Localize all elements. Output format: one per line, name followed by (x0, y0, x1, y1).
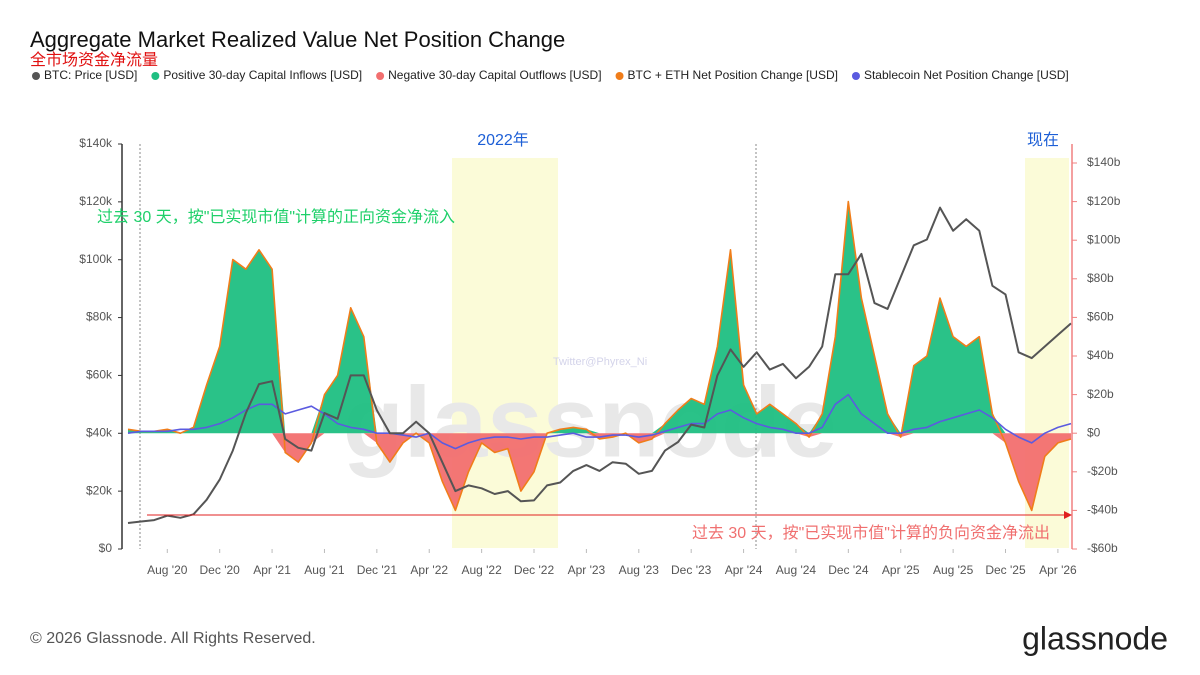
x-tick-label: Aug '25 (933, 563, 974, 577)
y2-tick-label: $80b (1087, 271, 1114, 285)
x-tick-label: Aug '23 (619, 563, 660, 577)
plot (127, 200, 1072, 524)
x-tick-label: Aug '21 (304, 563, 345, 577)
x-tick-label: Apr '22 (410, 563, 448, 577)
y2-tick-label: $120b (1087, 194, 1121, 208)
annotation: 过去 30 天，按"已实现市值"计算的负向资金净流出 (692, 523, 1050, 542)
line (127, 393, 1072, 450)
x-tick-label: Aug '22 (461, 563, 502, 577)
y-tick-label: $0 (99, 541, 113, 555)
logo: glassnode (1022, 620, 1168, 656)
x-tick-label: Dec '23 (671, 563, 712, 577)
legend-dot (151, 72, 160, 80)
legend-label: Stablecoin Net Position Change [USD] (864, 68, 1069, 82)
line (127, 200, 1072, 512)
y-tick-label: $40k (86, 425, 113, 439)
legend-dot (851, 72, 860, 80)
legend-label: Negative 30-day Capital Outflows [USD] (388, 68, 601, 82)
y2-tick-label: $140b (1087, 155, 1121, 169)
annotation: 过去 30 天，按"已实现市值"计算的正向资金净流入 (97, 207, 455, 226)
legend-label: BTC + ETH Net Position Change [USD] (628, 68, 838, 82)
x-tick-label: Aug '24 (776, 563, 817, 577)
line (127, 206, 1072, 524)
highlight-band (452, 158, 558, 548)
footer: © 2026 Glassnode. All Rights Reserved. (30, 630, 316, 647)
legend-label: BTC: Price [USD] (44, 68, 137, 82)
y2-tick-label: $60b (1087, 310, 1114, 324)
x-tick-label: Apr '26 (1039, 563, 1077, 577)
y2-tick-label: $40b (1087, 348, 1114, 362)
legend-dot (615, 72, 624, 80)
y2-tick-label: $20b (1087, 387, 1114, 401)
y-tick-label: $100k (79, 252, 113, 266)
arrow-head (1064, 511, 1072, 519)
x-tick-label: Apr '23 (568, 563, 606, 577)
annotation: 2022年 (477, 131, 529, 149)
y-tick-label: $120k (79, 194, 113, 208)
credit: Twitter@Phyrex_Ni (553, 356, 647, 368)
legend-label: Positive 30-day Capital Inflows [USD] (163, 68, 362, 82)
legend-dot (376, 72, 385, 80)
x-tick-label: Apr '24 (725, 563, 763, 577)
legend: BTC: Price [USD] Positive 30-day Capital … (32, 68, 1069, 82)
x-tick-label: Dec '22 (514, 563, 555, 577)
y-tick-label: $60k (86, 368, 113, 382)
y-tick-label: $80k (86, 310, 113, 324)
x-tick-label: Dec '24 (828, 563, 869, 577)
x-tick-label: Apr '21 (253, 563, 291, 577)
y2-tick-label: $100b (1087, 232, 1121, 246)
y2-tick-label: -$40b (1087, 503, 1118, 517)
y-tick-label: $140k (79, 136, 113, 150)
y2-tick-label: -$60b (1087, 541, 1118, 555)
y2-tick-label: $0 (1087, 425, 1101, 439)
x-tick-label: Aug '20 (147, 563, 188, 577)
x-tick-label: Dec '20 (200, 563, 241, 577)
chart-subtitle: 全市场资金净流量 (30, 51, 158, 69)
x-tick-label: Dec '25 (985, 563, 1026, 577)
x-tick-label: Dec '21 (357, 563, 398, 577)
legend-dot (32, 72, 40, 80)
y2-tick-label: -$20b (1087, 464, 1118, 478)
chart-title: Aggregate Market Realized Value Net Posi… (30, 27, 565, 52)
y-tick-label: $20k (86, 483, 113, 497)
x-tick-label: Apr '25 (882, 563, 920, 577)
annotation: 现在 (1027, 131, 1059, 149)
